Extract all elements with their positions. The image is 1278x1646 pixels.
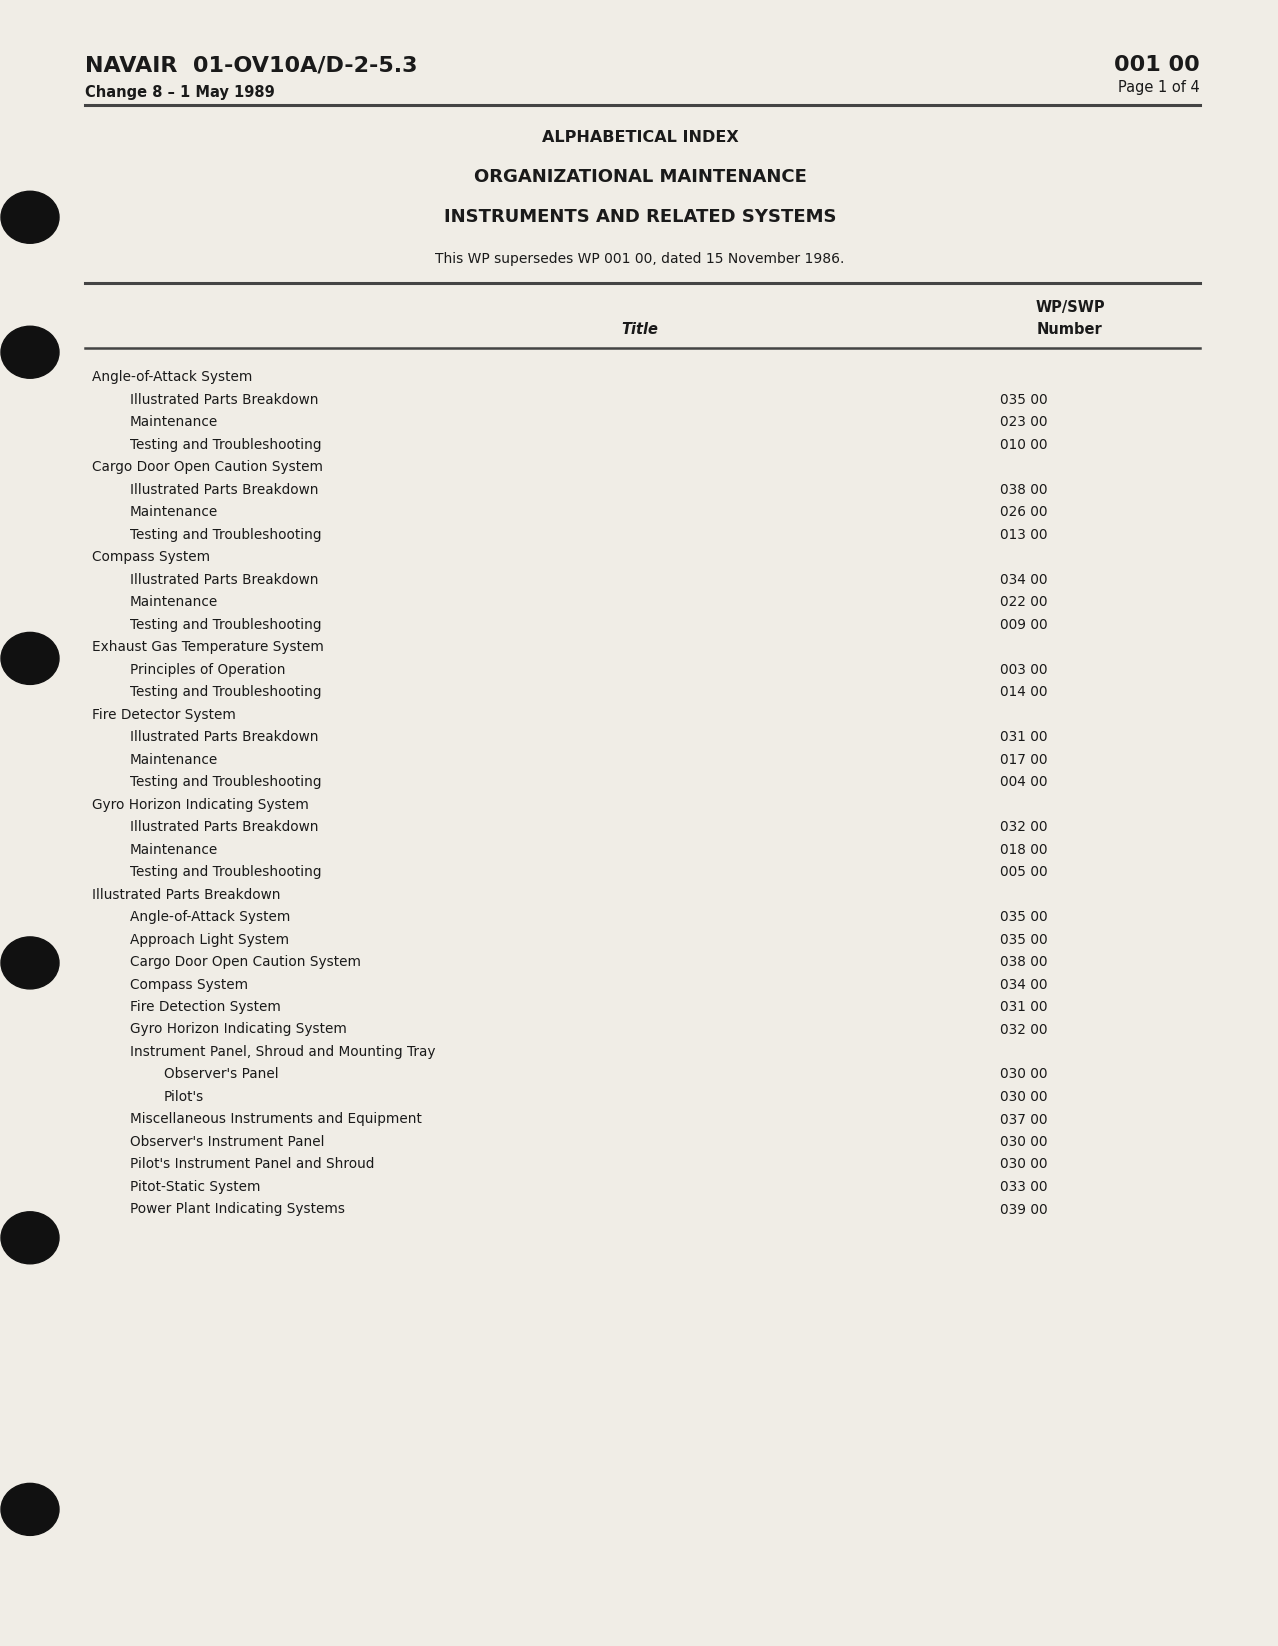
Text: 005 00: 005 00 [999, 866, 1048, 879]
Text: 010 00: 010 00 [999, 438, 1048, 451]
Ellipse shape [1, 1211, 59, 1264]
Text: 014 00: 014 00 [999, 685, 1048, 700]
Text: 013 00: 013 00 [999, 527, 1048, 542]
Text: 022 00: 022 00 [999, 594, 1048, 609]
Text: Number: Number [1038, 323, 1103, 337]
Text: Cargo Door Open Caution System: Cargo Door Open Caution System [92, 459, 323, 474]
Text: Angle-of-Attack System: Angle-of-Attack System [92, 370, 252, 384]
Ellipse shape [1, 937, 59, 989]
Text: Testing and Troubleshooting: Testing and Troubleshooting [130, 438, 322, 451]
Text: Compass System: Compass System [130, 978, 248, 991]
Text: Exhaust Gas Temperature System: Exhaust Gas Temperature System [92, 640, 323, 653]
Text: Testing and Troubleshooting: Testing and Troubleshooting [130, 775, 322, 788]
Text: 038 00: 038 00 [999, 955, 1048, 969]
Text: ORGANIZATIONAL MAINTENANCE: ORGANIZATIONAL MAINTENANCE [474, 168, 806, 186]
Text: 032 00: 032 00 [999, 820, 1048, 835]
Ellipse shape [1, 632, 59, 685]
Text: Pilot's Instrument Panel and Shroud: Pilot's Instrument Panel and Shroud [130, 1157, 374, 1172]
Text: 001 00: 001 00 [1114, 54, 1200, 76]
Text: Illustrated Parts Breakdown: Illustrated Parts Breakdown [130, 820, 318, 835]
Text: Approach Light System: Approach Light System [130, 933, 289, 946]
Text: 034 00: 034 00 [999, 978, 1048, 991]
Text: Testing and Troubleshooting: Testing and Troubleshooting [130, 685, 322, 700]
Text: 038 00: 038 00 [999, 482, 1048, 497]
Text: Gyro Horizon Indicating System: Gyro Horizon Indicating System [92, 798, 309, 811]
Text: 026 00: 026 00 [999, 505, 1048, 518]
Text: 034 00: 034 00 [999, 573, 1048, 586]
Text: Illustrated Parts Breakdown: Illustrated Parts Breakdown [130, 729, 318, 744]
Text: Miscellaneous Instruments and Equipment: Miscellaneous Instruments and Equipment [130, 1113, 422, 1126]
Text: 032 00: 032 00 [999, 1022, 1048, 1037]
Text: 031 00: 031 00 [999, 1001, 1048, 1014]
Text: Testing and Troubleshooting: Testing and Troubleshooting [130, 617, 322, 632]
Text: Page 1 of 4: Page 1 of 4 [1118, 81, 1200, 95]
Text: 017 00: 017 00 [999, 752, 1048, 767]
Text: Title: Title [621, 323, 658, 337]
Text: Testing and Troubleshooting: Testing and Troubleshooting [130, 527, 322, 542]
Text: 030 00: 030 00 [999, 1136, 1048, 1149]
Text: Angle-of-Attack System: Angle-of-Attack System [130, 910, 290, 923]
Text: Principles of Operation: Principles of Operation [130, 662, 285, 677]
Text: Pitot-Static System: Pitot-Static System [130, 1180, 261, 1193]
Text: 037 00: 037 00 [999, 1113, 1048, 1126]
Text: 039 00: 039 00 [999, 1203, 1048, 1216]
Text: Illustrated Parts Breakdown: Illustrated Parts Breakdown [130, 482, 318, 497]
Ellipse shape [1, 191, 59, 244]
Text: INSTRUMENTS AND RELATED SYSTEMS: INSTRUMENTS AND RELATED SYSTEMS [443, 207, 836, 226]
Ellipse shape [1, 326, 59, 379]
Text: Maintenance: Maintenance [130, 594, 219, 609]
Text: 035 00: 035 00 [999, 910, 1048, 923]
Text: This WP supersedes WP 001 00, dated 15 November 1986.: This WP supersedes WP 001 00, dated 15 N… [436, 252, 845, 267]
Text: 023 00: 023 00 [999, 415, 1048, 430]
Text: Cargo Door Open Caution System: Cargo Door Open Caution System [130, 955, 360, 969]
Text: ALPHABETICAL INDEX: ALPHABETICAL INDEX [542, 130, 739, 145]
Text: Power Plant Indicating Systems: Power Plant Indicating Systems [130, 1203, 345, 1216]
Text: Maintenance: Maintenance [130, 752, 219, 767]
Text: Illustrated Parts Breakdown: Illustrated Parts Breakdown [130, 573, 318, 586]
Text: 030 00: 030 00 [999, 1157, 1048, 1172]
Text: Illustrated Parts Breakdown: Illustrated Parts Breakdown [92, 887, 280, 902]
Text: Maintenance: Maintenance [130, 415, 219, 430]
Text: WP/SWP: WP/SWP [1035, 300, 1104, 314]
Text: 004 00: 004 00 [999, 775, 1048, 788]
Text: Instrument Panel, Shroud and Mounting Tray: Instrument Panel, Shroud and Mounting Tr… [130, 1045, 436, 1058]
Text: Maintenance: Maintenance [130, 843, 219, 856]
Text: 031 00: 031 00 [999, 729, 1048, 744]
Text: 009 00: 009 00 [999, 617, 1048, 632]
Ellipse shape [1, 1483, 59, 1536]
Text: NAVAIR  01-OV10A/D-2-5.3: NAVAIR 01-OV10A/D-2-5.3 [86, 54, 418, 76]
Text: Observer's Panel: Observer's Panel [164, 1068, 279, 1081]
Text: 018 00: 018 00 [999, 843, 1048, 856]
Text: Change 8 – 1 May 1989: Change 8 – 1 May 1989 [86, 86, 275, 100]
Text: Observer's Instrument Panel: Observer's Instrument Panel [130, 1136, 325, 1149]
Text: Pilot's: Pilot's [164, 1090, 204, 1104]
Text: Fire Detection System: Fire Detection System [130, 1001, 281, 1014]
Text: Fire Detector System: Fire Detector System [92, 708, 236, 721]
Text: 035 00: 035 00 [999, 933, 1048, 946]
Text: 030 00: 030 00 [999, 1090, 1048, 1104]
Text: Gyro Horizon Indicating System: Gyro Horizon Indicating System [130, 1022, 346, 1037]
Text: Testing and Troubleshooting: Testing and Troubleshooting [130, 866, 322, 879]
Text: 033 00: 033 00 [999, 1180, 1048, 1193]
Text: Maintenance: Maintenance [130, 505, 219, 518]
Text: 003 00: 003 00 [999, 662, 1048, 677]
Text: 035 00: 035 00 [999, 392, 1048, 407]
Text: 030 00: 030 00 [999, 1068, 1048, 1081]
Text: Illustrated Parts Breakdown: Illustrated Parts Breakdown [130, 392, 318, 407]
Text: Compass System: Compass System [92, 550, 210, 565]
